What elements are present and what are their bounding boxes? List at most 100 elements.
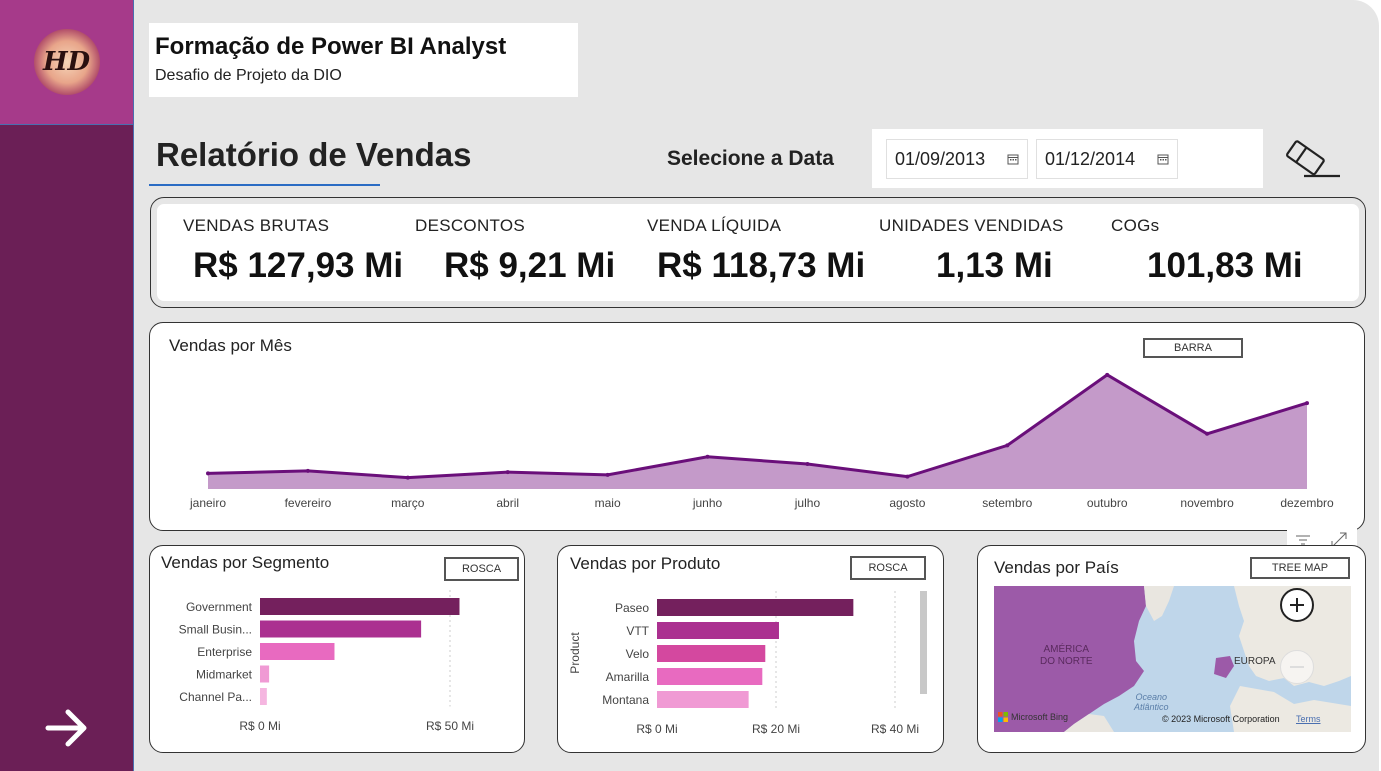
header-title: Formação de Power BI Analyst xyxy=(155,33,507,60)
y-category-label: Amarilla xyxy=(606,670,650,684)
end-date-field[interactable]: 01/12/2014 xyxy=(1036,139,1178,179)
area-fill xyxy=(208,374,1307,489)
zoom-out-button[interactable] xyxy=(1280,650,1314,684)
end-date-value: 01/12/2014 xyxy=(1045,148,1136,169)
zoom-in-icon xyxy=(1290,598,1304,612)
zoom-in-button[interactable] xyxy=(1280,588,1314,622)
kpi-label: VENDAS BRUTAS xyxy=(183,216,330,235)
header-subtitle: Desafio de Projeto da DIO xyxy=(155,67,342,84)
toggle-donut-button[interactable]: ROSCA xyxy=(444,557,519,581)
kpi-label: VENDA LÍQUIDA xyxy=(647,216,782,235)
x-tick-label: R$ 20 Mi xyxy=(752,722,800,736)
y-category-label: Midmarket xyxy=(196,668,253,682)
toggle-bar-button[interactable]: BARRA xyxy=(1143,338,1243,358)
x-tick-label: maio xyxy=(595,496,621,510)
kpi-cogs: COGs 101,83 Mi xyxy=(1111,216,1303,286)
series-line xyxy=(207,373,1308,480)
toggle-donut-button[interactable]: ROSCA xyxy=(850,556,926,580)
toggle-treemap-button[interactable]: TREE MAP xyxy=(1250,557,1350,579)
start-date-field[interactable]: 01/09/2013 xyxy=(886,139,1028,179)
kpi-venda-liquida: VENDA LÍQUIDA R$ 118,73 Mi xyxy=(647,216,865,286)
chart-title: Vendas por Segmento xyxy=(161,553,330,572)
europe-shape xyxy=(1214,656,1234,678)
x-tick-label: janeiro xyxy=(189,496,226,510)
x-tick-label: abril xyxy=(496,496,519,510)
bar[interactable] xyxy=(260,688,267,705)
data-point[interactable] xyxy=(305,468,310,473)
country-sales-map: Vendas por País TREE MAP AMÉRICA DO NORT… xyxy=(977,545,1366,753)
x-tick-label: R$ 0 Mi xyxy=(636,722,677,736)
kpi-label: COGs xyxy=(1111,216,1160,235)
y-category-label: Montana xyxy=(602,693,649,707)
bar[interactable] xyxy=(657,691,749,708)
y-axis-title: Product xyxy=(568,632,582,674)
date-filter-label: Selecione a Data xyxy=(667,147,834,170)
sidebar: HD xyxy=(0,0,134,771)
calendar-icon xyxy=(1007,154,1019,165)
microsoft-logo-icon xyxy=(998,712,1008,722)
bar[interactable] xyxy=(260,598,460,615)
y-category-label: Paseo xyxy=(615,601,649,615)
north-america-shape xyxy=(994,586,1146,732)
y-category-label: VTT xyxy=(626,624,649,638)
map-attribution: © 2023 Microsoft Corporation xyxy=(1162,714,1280,724)
product-bar-chart-svg: R$ 0 Mi R$ 20 Mi R$ 40 Mi Paseo VTT Velo Amari… xyxy=(568,591,919,736)
y-category-label: Small Busin... xyxy=(179,623,252,637)
y-category-label: Enterprise xyxy=(197,645,252,659)
map-terms-link[interactable]: Terms xyxy=(1296,714,1321,724)
data-point[interactable] xyxy=(805,462,810,467)
kpi-descontos: DESCONTOS R$ 9,21 Mi xyxy=(415,216,615,286)
map-label-line: AMÉRICA xyxy=(1043,644,1090,655)
data-point[interactable] xyxy=(1005,443,1010,448)
kpi-unidades-vendidas: UNIDADES VENDIDAS 1,13 Mi xyxy=(879,216,1064,286)
zoom-out-icon xyxy=(1290,666,1304,668)
kpi-value: R$ 127,93 Mi xyxy=(193,246,404,285)
x-tick-label: R$ 50 Mi xyxy=(426,719,474,733)
header-box: Formação de Power BI Analyst Desafio de … xyxy=(149,23,578,97)
eraser-icon xyxy=(1285,140,1340,178)
map-area[interactable]: AMÉRICA DO NORTE EUROPA Oceano Atlântico… xyxy=(994,586,1351,732)
clear-filters-button[interactable] xyxy=(1280,138,1342,180)
map-label-line: Atlântico xyxy=(1134,702,1169,712)
next-page-button[interactable] xyxy=(40,702,96,754)
kpi-label: DESCONTOS xyxy=(415,216,526,235)
product-sales-chart: Vendas por Produto ROSCA R$ 0 Mi R$ 20 Mi… xyxy=(557,545,944,753)
filter-icon[interactable] xyxy=(1295,532,1311,548)
bar[interactable] xyxy=(657,599,854,616)
arrow-right-icon xyxy=(45,709,87,747)
map-label-north-america: AMÉRICA DO NORTE xyxy=(1040,644,1093,668)
x-tick-label: novembro xyxy=(1180,496,1234,510)
start-date-value: 01/09/2013 xyxy=(895,148,986,169)
x-tick-label: R$ 40 Mi xyxy=(871,722,919,736)
map-label-ocean: Oceano Atlântico xyxy=(1134,692,1169,712)
segment-sales-chart: Vendas por Segmento ROSCA R$ 0 Mi R$ 50 M… xyxy=(149,545,525,753)
vertical-scrollbar[interactable] xyxy=(920,591,927,694)
bar[interactable] xyxy=(657,622,779,639)
bar[interactable] xyxy=(260,665,270,683)
x-tick-label: julho xyxy=(794,496,821,510)
x-tick-label: agosto xyxy=(889,496,925,510)
x-tick-label: março xyxy=(391,496,425,510)
kpi-value: 101,83 Mi xyxy=(1147,246,1303,285)
data-point[interactable] xyxy=(605,472,610,477)
logo: HD xyxy=(33,29,100,95)
data-point[interactable] xyxy=(1205,431,1210,436)
bar[interactable] xyxy=(260,643,335,660)
bar[interactable] xyxy=(260,620,422,638)
bing-text: Microsoft Bing xyxy=(1011,712,1069,722)
data-point[interactable] xyxy=(1305,401,1309,406)
data-point[interactable] xyxy=(1105,372,1110,377)
map-label-europe: EUROPA xyxy=(1234,656,1276,667)
y-category-label: Channel Pa... xyxy=(179,690,252,704)
x-tick-label: R$ 0 Mi xyxy=(239,719,280,733)
bar[interactable] xyxy=(657,668,763,685)
data-point[interactable] xyxy=(206,471,210,476)
data-point[interactable] xyxy=(905,474,910,479)
data-point[interactable] xyxy=(505,470,510,475)
bar[interactable] xyxy=(657,645,766,662)
focus-mode-icon[interactable] xyxy=(1331,532,1347,548)
bing-logo: Microsoft Bing xyxy=(998,712,1068,722)
data-point[interactable] xyxy=(705,454,710,459)
data-point[interactable] xyxy=(405,475,410,480)
